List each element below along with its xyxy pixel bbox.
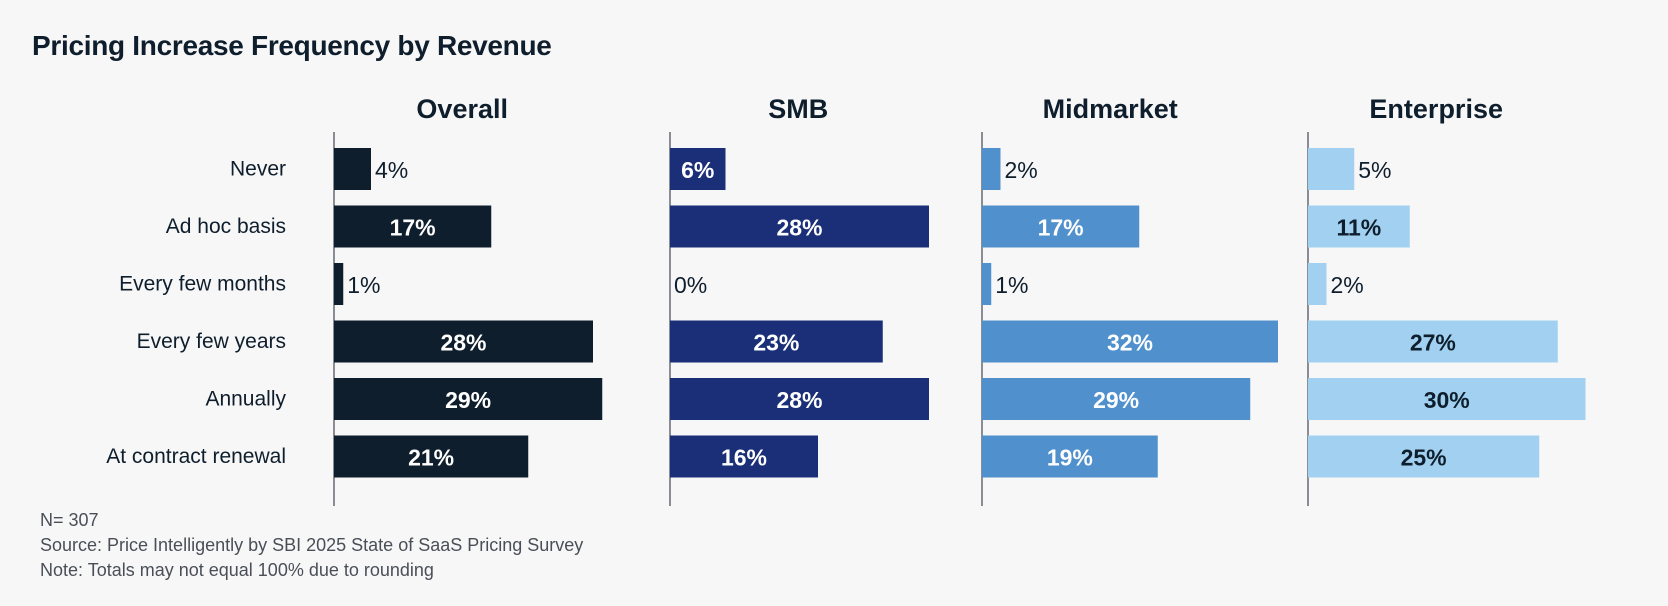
- data-label: 2%: [1331, 272, 1364, 298]
- bar: [670, 378, 929, 420]
- category-label: Annually: [205, 388, 286, 411]
- bar: [670, 320, 883, 363]
- bar: [982, 378, 1251, 420]
- bar: [334, 320, 593, 363]
- bar: [670, 205, 929, 248]
- panel-header: Overall: [416, 94, 508, 124]
- bar: [982, 205, 1140, 248]
- footnotes: N= 307 Source: Price Intelligently by SB…: [40, 508, 583, 583]
- data-label: 4%: [375, 157, 408, 183]
- bar: [670, 435, 818, 478]
- category-label: Every few months: [119, 273, 286, 296]
- panel-header: Enterprise: [1369, 94, 1503, 124]
- bar: [1308, 148, 1355, 190]
- category-label: At contract renewal: [106, 445, 286, 468]
- data-label: 19%: [1047, 445, 1093, 471]
- chart-title: Pricing Increase Frequency by Revenue: [32, 30, 552, 61]
- bar: [334, 148, 371, 190]
- data-label: 11%: [1336, 215, 1381, 241]
- data-label: 28%: [440, 330, 486, 356]
- bar: [982, 148, 1001, 190]
- data-label: 17%: [1038, 215, 1084, 241]
- bar: [670, 148, 726, 190]
- panel-header: Midmarket: [1043, 94, 1178, 124]
- data-label: 17%: [390, 215, 436, 241]
- bar: [334, 378, 603, 420]
- data-label: 29%: [1093, 387, 1139, 413]
- data-label: 1%: [995, 272, 1028, 298]
- sample-size: N= 307: [40, 510, 99, 530]
- category-label: Every few years: [137, 330, 286, 353]
- data-label: 23%: [753, 330, 799, 356]
- data-label: 29%: [445, 387, 491, 413]
- bar: [982, 263, 992, 305]
- data-label: 32%: [1107, 330, 1153, 356]
- data-label: 28%: [776, 387, 822, 413]
- data-label: 16%: [721, 445, 767, 471]
- bar: [1308, 205, 1410, 248]
- data-label: 0%: [674, 272, 707, 298]
- data-label: 6%: [681, 157, 714, 183]
- category-label: Never: [230, 158, 286, 181]
- bar: [1308, 378, 1586, 420]
- data-label: 27%: [1410, 330, 1456, 356]
- bar: [982, 435, 1158, 478]
- bar: [1308, 263, 1327, 305]
- data-label: 30%: [1424, 387, 1470, 413]
- bar: [1308, 320, 1558, 363]
- data-label: 2%: [1005, 157, 1038, 183]
- bar: [334, 263, 344, 305]
- bar: [334, 435, 529, 478]
- data-label: 21%: [408, 445, 454, 471]
- bar: [1308, 435, 1540, 478]
- source-note: Source: Price Intelligently by SBI 2025 …: [40, 535, 584, 555]
- data-label: 28%: [776, 215, 822, 241]
- data-label: 25%: [1401, 445, 1447, 471]
- bar: [334, 205, 492, 248]
- data-label: 1%: [347, 272, 380, 298]
- bar: [982, 320, 1278, 363]
- data-label: 5%: [1358, 157, 1391, 183]
- category-label: Ad hoc basis: [166, 215, 286, 238]
- rounding-note: Note: Totals may not equal 100% due to r…: [40, 560, 434, 580]
- panel-header: SMB: [768, 94, 828, 124]
